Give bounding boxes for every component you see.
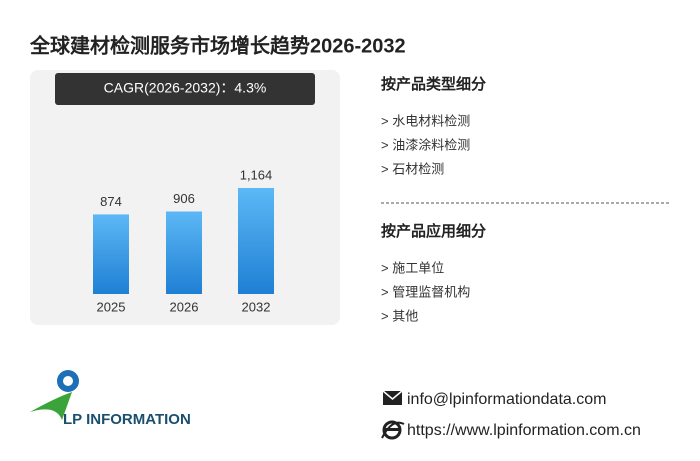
x-tick-label: 2026 [170, 299, 199, 314]
segment-title: 按产品类型细分 [381, 75, 486, 93]
bar [93, 214, 129, 294]
segment-title: 按产品应用细分 [381, 222, 486, 240]
segment-item: > 施工单位 [381, 260, 444, 275]
cagr-box [55, 73, 315, 105]
logo-text: LP INFORMATION [63, 411, 191, 428]
value-label: 1,164 [240, 167, 273, 182]
value-label: 906 [173, 191, 195, 206]
web-icon [381, 420, 405, 440]
chart-title: 全球建材检测服务市场增长趋势2026-2032 [29, 33, 406, 57]
email-icon [382, 390, 403, 405]
segment-item: > 其他 [381, 308, 418, 323]
email[interactable]: info@lpinformationdata.com [407, 391, 606, 408]
bar [166, 211, 202, 294]
segment-item: > 油漆涂料检测 [381, 137, 470, 152]
logo: LP INFORMATION [30, 370, 191, 428]
segment-item: > 水电材料检测 [381, 113, 470, 128]
website[interactable]: https://www.lpinformation.com.cn [407, 422, 641, 439]
value-label: 874 [100, 194, 122, 209]
bar-group: 874 2025 906 2026 1,164 2032 [93, 167, 274, 314]
segment-item: > 石材检测 [381, 161, 444, 176]
cagr-text: CAGR(2026-2032)：4.3% [104, 80, 267, 96]
segment-item: > 管理监督机构 [381, 284, 470, 299]
x-tick-label: 2025 [97, 299, 126, 314]
x-tick-label: 2032 [242, 299, 271, 314]
bar [238, 188, 274, 294]
